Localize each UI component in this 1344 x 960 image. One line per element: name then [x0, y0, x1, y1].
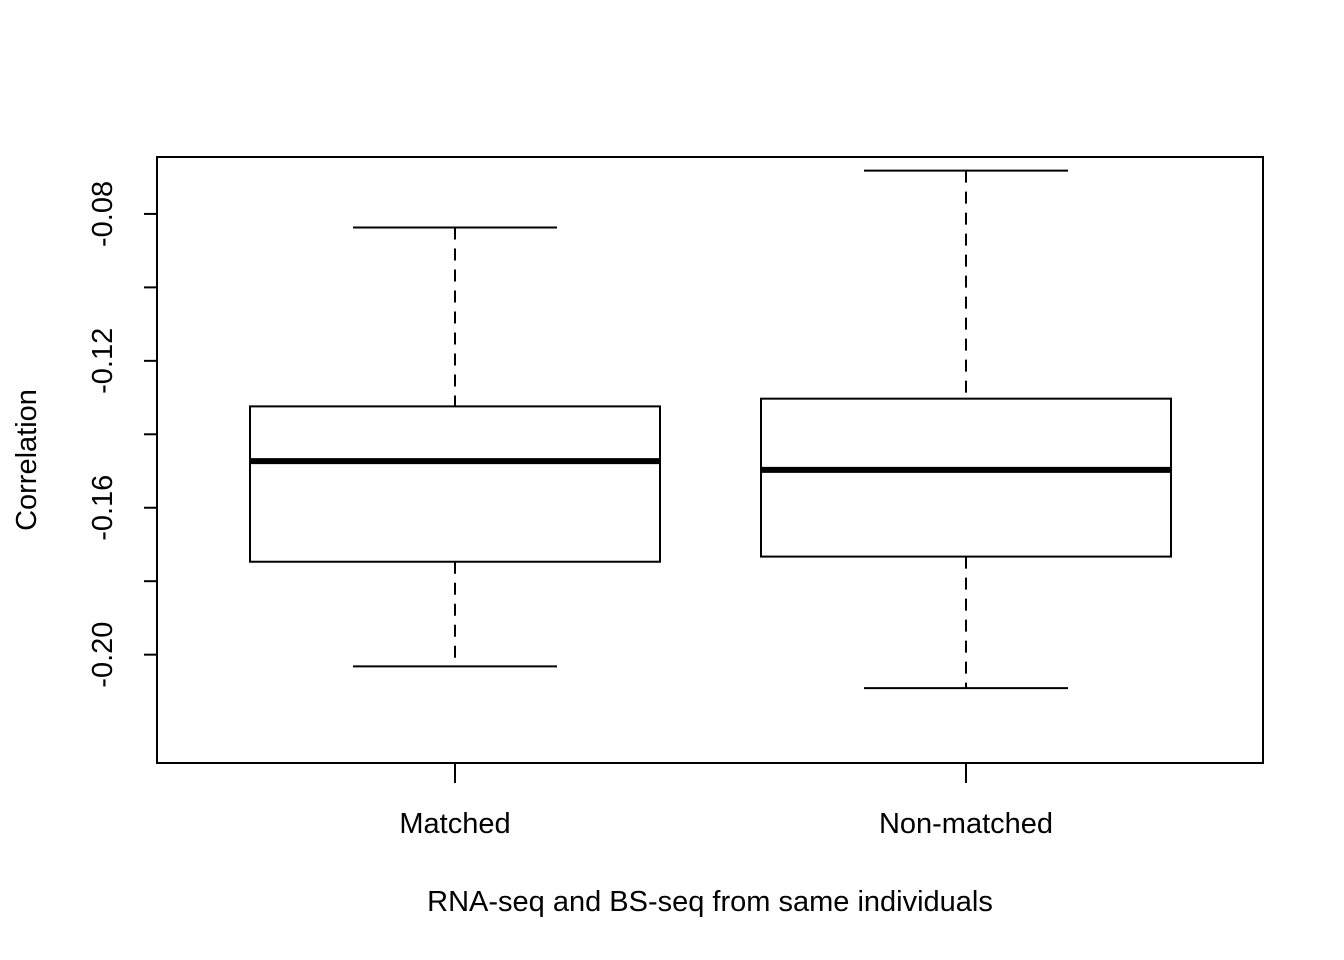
- plot-frame: [156, 156, 1264, 764]
- y-tick-label: -0.12: [87, 328, 119, 394]
- y-tick-label: -0.16: [87, 475, 119, 541]
- x-tick-label: Matched: [399, 808, 510, 840]
- y-tick-label: -0.20: [87, 622, 119, 688]
- box-group: [760, 169, 1172, 690]
- y-tick-label: -0.08: [87, 181, 119, 247]
- axes: -0.20 -0.16 -0.12 -0.08 Matched Non-matched: [87, 156, 1264, 840]
- x-axis-title: RNA-seq and BS-seq from same individuals: [427, 886, 993, 918]
- box-group: [249, 226, 661, 668]
- y-axis-title: Correlation: [11, 389, 43, 531]
- x-tick-label: Non-matched: [879, 808, 1053, 840]
- iqr-box: [249, 405, 661, 563]
- iqr-box: [760, 397, 1172, 558]
- plot-area: [249, 169, 1172, 690]
